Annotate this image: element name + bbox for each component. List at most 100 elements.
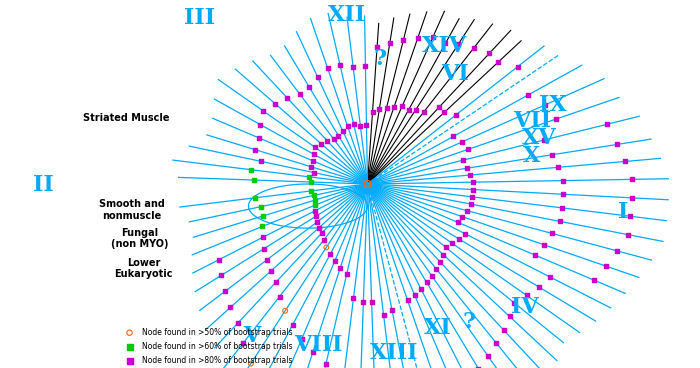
Point [308,158,319,164]
Point [554,218,565,224]
Point [321,244,332,250]
Point [324,251,335,257]
Point [355,123,366,128]
Point [612,248,623,254]
Point [258,245,270,251]
Point [255,122,266,128]
Point [294,91,305,97]
Point [249,195,260,201]
Point [308,151,319,157]
Point [473,365,484,368]
Point [309,145,321,151]
Point [386,308,398,314]
Text: Lower
Eukaryotic: Lower Eukaryotic [114,258,173,279]
Point [124,32,135,38]
Point [255,158,266,164]
Point [279,308,290,314]
Point [305,179,316,185]
Point [447,240,458,246]
Point [439,109,450,115]
Point [611,142,622,148]
Point [415,286,426,292]
Point [312,74,323,80]
Text: Node found in >60% of bootstrap trials: Node found in >60% of bootstrap trials [142,342,293,351]
Point [270,101,281,107]
Point [124,18,135,24]
Point [306,164,317,170]
Point [309,202,321,208]
Point [622,231,633,237]
Point [427,34,438,40]
Point [257,234,268,240]
Point [348,64,359,70]
Point [409,292,420,298]
Point [620,159,631,164]
Point [296,336,307,342]
Point [461,165,472,171]
Point [312,219,323,225]
Point [307,349,318,355]
Point [258,108,269,114]
Point [491,340,502,346]
Point [540,102,551,108]
Point [341,271,352,277]
Point [459,231,470,237]
Point [398,37,409,43]
Point [342,123,354,129]
Point [366,298,377,304]
Point [281,95,293,101]
Point [328,136,339,142]
Point [309,192,320,198]
Point [440,244,452,250]
Point [257,223,268,229]
Text: I: I [618,201,628,223]
Point [546,152,557,158]
Point [556,205,567,211]
Text: ?: ? [463,311,475,333]
Point [509,300,520,306]
Point [216,272,227,278]
Point [447,134,458,139]
Point [322,65,333,71]
Point [625,213,636,219]
Point [418,109,429,115]
Point [440,40,451,46]
Point [309,170,320,176]
Point [435,259,446,265]
Point [468,45,480,51]
Text: V: V [244,325,260,347]
Point [450,112,461,118]
Point [538,137,550,143]
Point [523,92,534,98]
Point [245,361,256,367]
Point [601,121,612,127]
Point [438,252,449,258]
Point [550,116,561,122]
Point [381,105,392,110]
Text: XI: XI [424,317,452,339]
Point [457,214,468,220]
Point [225,304,236,310]
Text: IV: IV [511,296,539,318]
Point [219,289,230,294]
Point [362,181,373,187]
Text: IX: IX [539,94,567,116]
Point [492,59,503,65]
Point [378,312,389,318]
Point [467,179,478,185]
Point [453,41,464,47]
Point [452,219,463,225]
Text: Smooth and
nonmuscle: Smooth and nonmuscle [99,199,164,220]
Text: XII: XII [328,4,365,26]
Point [461,208,472,213]
Point [304,84,315,90]
Point [253,135,265,141]
Point [318,237,329,243]
Point [456,139,468,145]
Point [626,195,638,201]
Text: VI: VI [441,63,469,85]
Point [367,109,378,115]
Point [626,176,638,182]
Point [309,197,321,203]
Point [248,177,260,183]
